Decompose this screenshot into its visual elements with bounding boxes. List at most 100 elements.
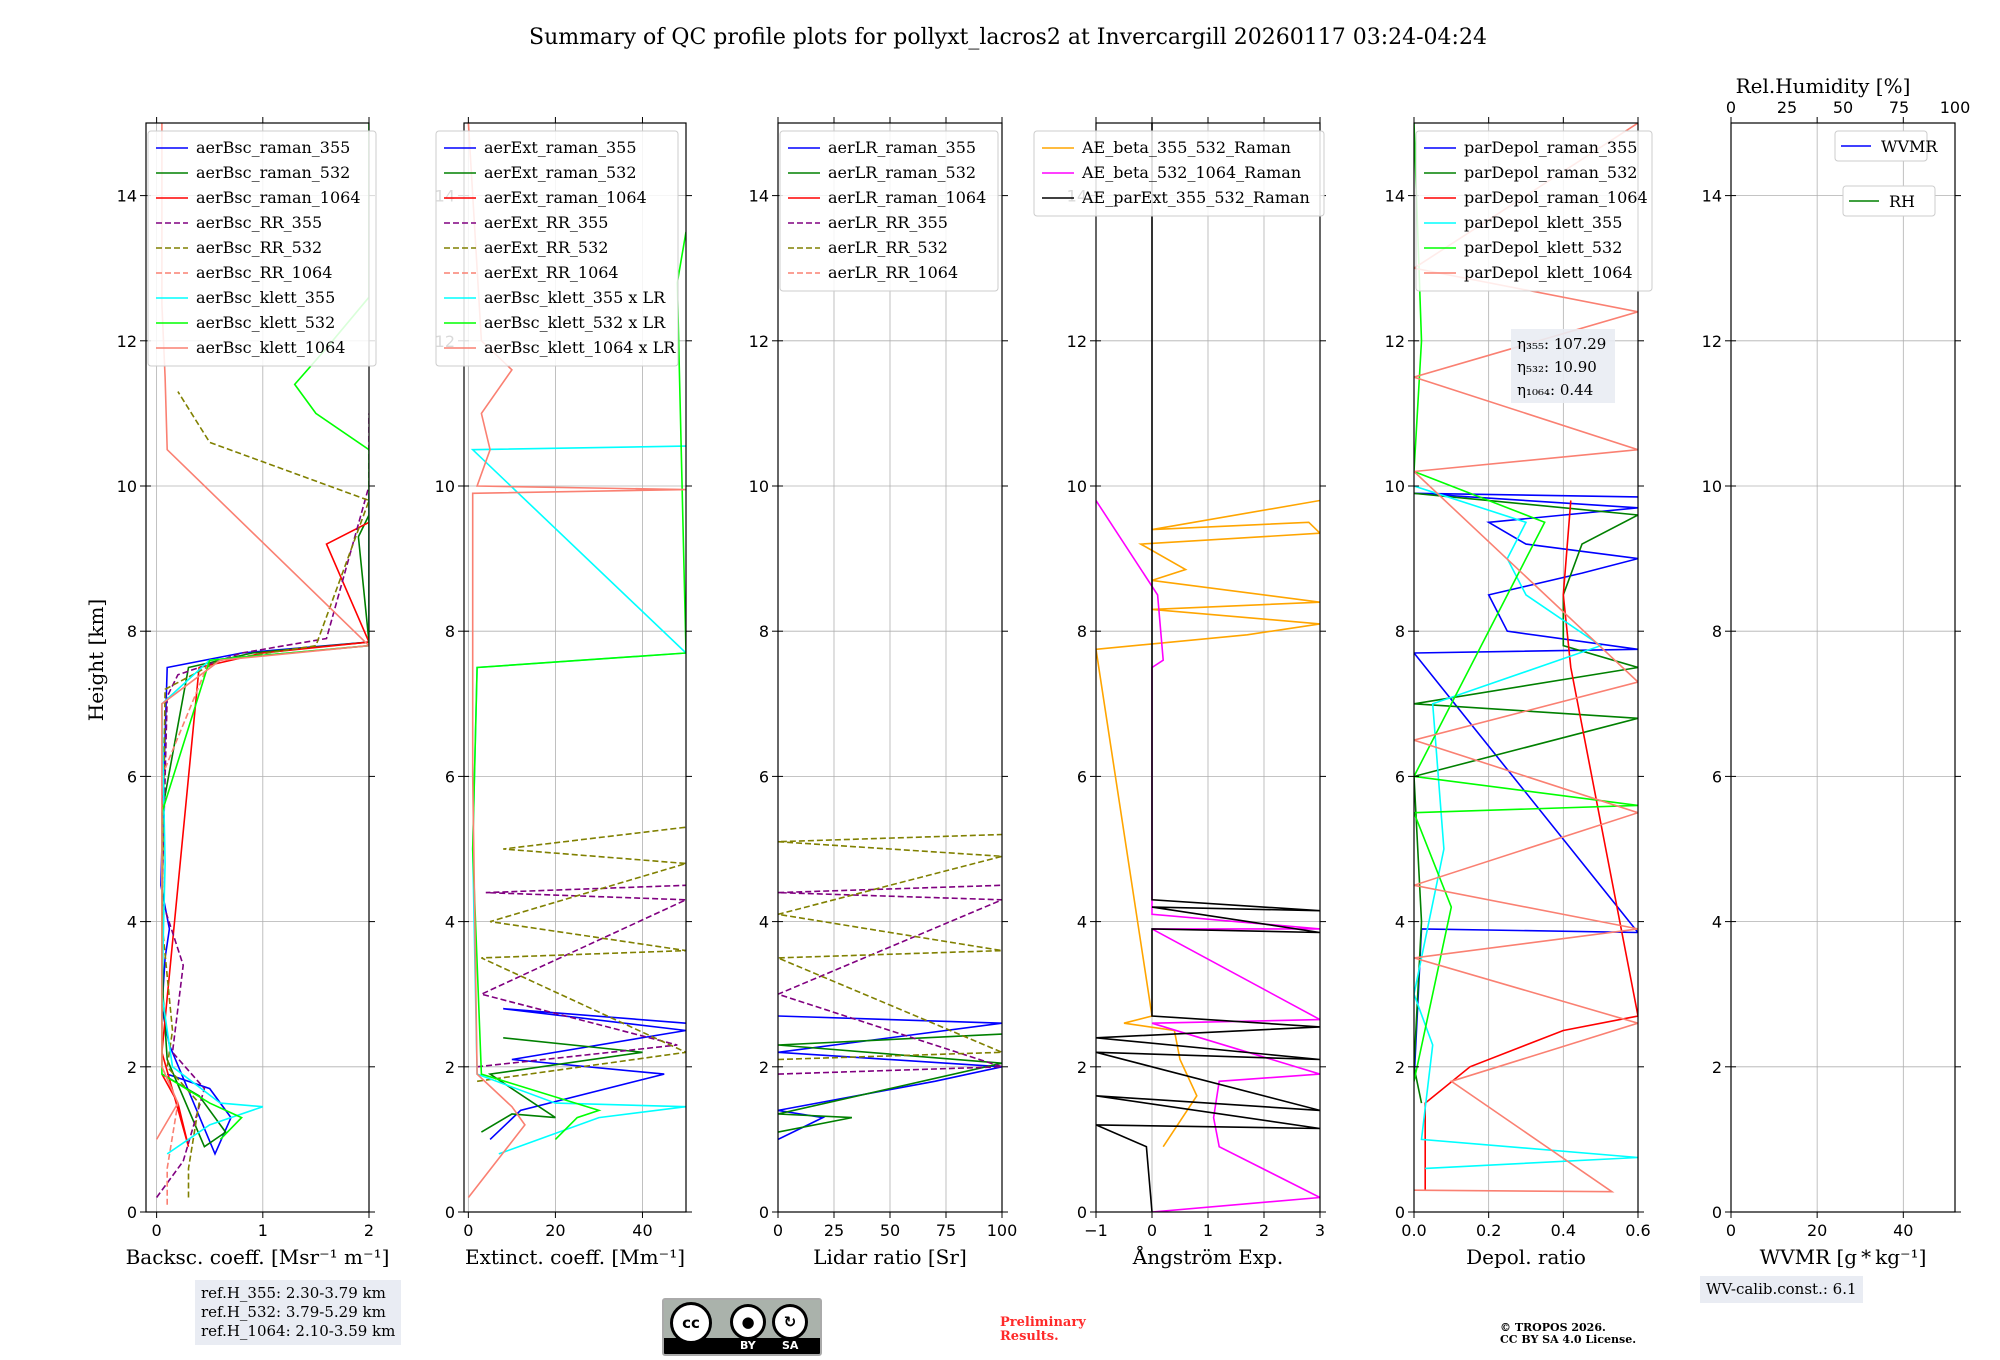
y-tick-label: 2 (1395, 1058, 1405, 1077)
x-tick-label: 20 (545, 1221, 565, 1240)
series-group (1096, 123, 1320, 1212)
x-tick-label: 1 (258, 1221, 268, 1240)
series-line-aerbsc-klett-532-x-lr (471, 231, 686, 1140)
y-tick-label: 8 (759, 622, 769, 641)
ref-height-532: ref.H_532: 3.79-5.29 km (201, 1303, 386, 1321)
cc-sa-label: SA (782, 1339, 799, 1352)
x-tick-label: 20 (1807, 1221, 1827, 1240)
cc-by-label: BY (740, 1339, 756, 1352)
series-line-ae-beta-355-532-raman (1096, 499, 1320, 1148)
x-axis-label: Depol. ratio (1466, 1245, 1586, 1269)
legend-box (1033, 130, 1325, 217)
series-line-aerbsc-raman-532 (161, 514, 369, 1148)
series-line-aerbsc-raman-1064 (161, 521, 369, 1147)
figure-title: Summary of QC profile plots for pollyxt_… (529, 25, 1487, 50)
y-axis-label: Height [km] (84, 599, 108, 721)
by-person-icon: ● (730, 1304, 766, 1340)
series-line-pardepol-klett-355 (1414, 485, 1638, 1170)
legend-box (147, 130, 377, 367)
x-tick-label: 0.6 (1625, 1221, 1650, 1240)
series-line-ae-parext-355-532-raman (1096, 123, 1320, 1212)
x-tick-label: 0 (152, 1221, 162, 1240)
x-tick-label: 2 (1259, 1221, 1269, 1240)
y-tick-label: 8 (127, 622, 137, 641)
y-tick-label: 0 (1077, 1203, 1087, 1222)
y-tick-label: 10 (1385, 477, 1405, 496)
legend-label: aerLR_raman_1064 (828, 188, 986, 207)
cc-license-badge: cc ● ↻ BY SA (662, 1298, 822, 1356)
series-line-ae-beta-532-1064-raman (1096, 500, 1320, 1212)
reference-height-box: ref.H_355: 2.30-3.79 km ref.H_532: 3.79-… (195, 1280, 402, 1345)
legend-label: aerBsc_klett_532 (196, 313, 335, 332)
series-line-aerlr-rr-355 (778, 884, 1002, 1075)
legend-label: RH (1889, 192, 1915, 211)
legend-label: WVMR (1881, 137, 1938, 156)
axes-frame (1413, 122, 1639, 1213)
y-tick-label: 6 (759, 767, 769, 786)
series-line-pardepol-raman-355 (1414, 492, 1638, 1082)
y-tick-label: 14 (1385, 187, 1405, 206)
ref-height-355: ref.H_355: 2.30-3.79 km (201, 1284, 386, 1302)
y-tick-label: 12 (117, 332, 137, 351)
y-tick-label: 0 (1395, 1203, 1405, 1222)
legend-box (435, 130, 679, 367)
x-tick-label: 0 (1726, 1221, 1736, 1240)
y-tick-label: 2 (445, 1058, 455, 1077)
legend-label: parDepol_raman_1064 (1464, 188, 1648, 207)
legend-label: aerBsc_klett_1064 (196, 338, 345, 357)
y-tick-label: 6 (127, 767, 137, 786)
legend-label: aerBsc_klett_355 (196, 288, 335, 307)
y-tick-label: 4 (759, 913, 769, 932)
x-tick-label: 100 (987, 1221, 1018, 1240)
y-tick-label: 12 (1385, 332, 1405, 351)
y-tick-label: 10 (435, 477, 455, 496)
series-group (155, 123, 369, 1205)
y-tick-label: 14 (749, 187, 769, 206)
legend-box (779, 130, 999, 292)
panel-lr: 0 2 4 6 8 10 12 14 0 25 50 75 100 Lidar ratio [Sr] aer… (749, 117, 1018, 1269)
top-x-tick-label: 75 (1889, 98, 1909, 117)
legend-label: aerBsc_klett_355 x LR (484, 288, 666, 307)
x-tick-label: 40 (632, 1221, 652, 1240)
legend-label: AE_parExt_355_532_Raman (1081, 188, 1310, 207)
top-x-tick-label: 50 (1833, 98, 1853, 117)
x-tick-label: 1 (1203, 1221, 1213, 1240)
y-tick-label: 6 (1077, 767, 1087, 786)
y-tick-label: 10 (1702, 477, 1722, 496)
y-tick-label: 2 (127, 1058, 137, 1077)
series-line-aerbsc-raman-355 (160, 493, 369, 1156)
series-line-aerlr-raman-532 (778, 1033, 1002, 1133)
y-tick-label: 8 (1395, 622, 1405, 641)
eta-annotation-line: η₃₅₅: 107.29 (1517, 335, 1606, 353)
x-tick-label: 75 (936, 1221, 956, 1240)
legend-label: AE_beta_355_532_Raman (1081, 138, 1291, 157)
x-tick-label: 0.4 (1551, 1221, 1576, 1240)
x-axis-label: Extinct. coeff. [Mm⁻¹] (465, 1245, 685, 1269)
y-tick-label: 4 (1395, 913, 1405, 932)
x-tick-label: 50 (880, 1221, 900, 1240)
top-x-tick-label: 100 (1940, 98, 1971, 117)
y-tick-label: 4 (127, 913, 137, 932)
legend-label: aerLR_RR_355 (828, 213, 948, 232)
y-tick-label: 4 (1077, 913, 1087, 932)
panel-depol: 0 2 4 6 8 10 12 14 0.0 0.2 0.4 0.6 Depol. ratio parDe… (1385, 117, 1653, 1269)
legend-box (1834, 130, 1928, 162)
x-tick-label: 0.2 (1476, 1221, 1501, 1240)
series-group (467, 123, 686, 1198)
y-tick-label: 2 (759, 1058, 769, 1077)
wv-calibration-box: WV-calib.const.: 6.1 (1700, 1276, 1863, 1303)
legend-label: aerBsc_raman_355 (196, 138, 350, 157)
preliminary-line-2: Results. (1000, 1329, 1059, 1344)
copyright-line-1: © TROPOS 2026. (1500, 1321, 1606, 1334)
legend-label: parDepol_klett_355 (1464, 213, 1622, 232)
x-tick-label: 0 (463, 1221, 473, 1240)
x-axis-label: Ångström Exp. (1132, 1244, 1283, 1269)
x-tick-label: 25 (824, 1221, 844, 1240)
series-line-aerext-rr-532 (476, 826, 686, 1083)
legend-label: aerLR_raman_532 (828, 163, 976, 182)
y-tick-label: 4 (445, 913, 455, 932)
legend-label: aerExt_raman_355 (484, 138, 637, 157)
